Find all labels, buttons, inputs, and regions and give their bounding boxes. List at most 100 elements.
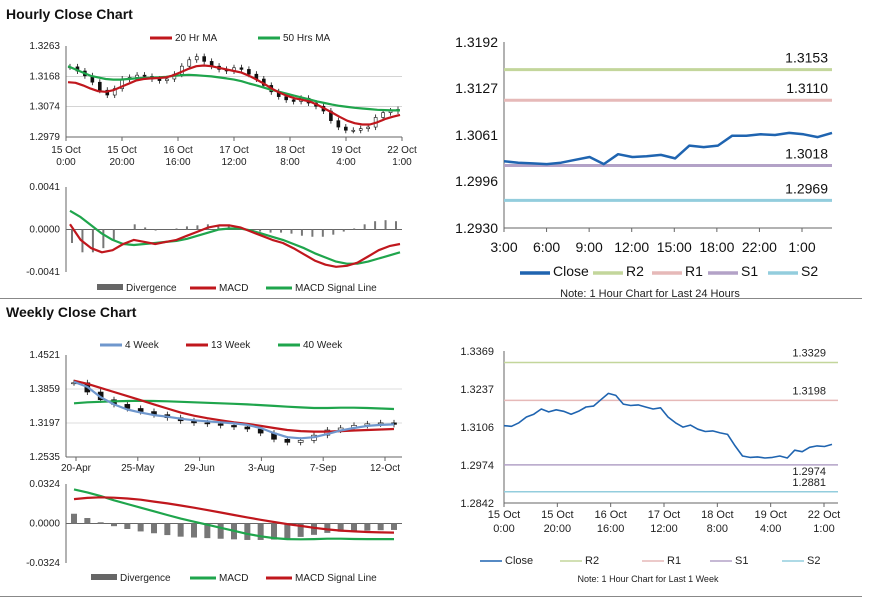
hourly-pivot-legend-s1-label: S1 bbox=[741, 263, 758, 279]
weekly-pivot-ytick: 1.2974 bbox=[460, 460, 494, 472]
weekly-price-xtick: 25-May bbox=[121, 463, 154, 474]
hourly-price-xtick-date: 15 Oct bbox=[107, 145, 137, 156]
hourly-macd-ytick: 0.0041 bbox=[29, 182, 60, 193]
hourly-pivot-legend-s2-label: S2 bbox=[801, 263, 818, 279]
hourly-price-candle-body bbox=[284, 96, 288, 101]
hourly-pivot-legend-r1-label: R1 bbox=[685, 263, 703, 279]
hourly-pivot-xtick: 15:00 bbox=[657, 239, 692, 255]
weekly-divergence-bar bbox=[351, 523, 357, 532]
weekly-divergence-bar bbox=[124, 523, 131, 529]
hourly-price-ytick: 1.3168 bbox=[29, 71, 60, 82]
weekly-pivot-xtick-date: 22 Oct bbox=[808, 509, 840, 521]
hourly-price-xtick-time: 1:00 bbox=[392, 157, 412, 168]
weekly-divergence-bar bbox=[391, 523, 397, 530]
weekly-macd-signal-line bbox=[73, 496, 395, 534]
hourly-price-xtick-time: 8:00 bbox=[280, 157, 300, 168]
hourly-price-xtick-date: 17 Oct bbox=[219, 145, 249, 156]
weekly-title: Weekly Close Chart bbox=[6, 304, 137, 320]
hourly-pivot-xtick: 18:00 bbox=[699, 239, 734, 255]
hourly-pivot-level-label-s2: 1.2969 bbox=[785, 180, 828, 196]
hourly-price-xtick-time: 20:00 bbox=[109, 157, 134, 168]
hourly-pivot-close-line bbox=[503, 131, 833, 166]
weekly-divergence-bar bbox=[97, 522, 104, 524]
hourly-pivot-level-label-r1: 1.3110 bbox=[786, 80, 828, 96]
hourly-pivot-level-label-r2: 1.3153 bbox=[785, 50, 828, 66]
weekly-divergence-bar bbox=[84, 518, 91, 524]
weekly-divergence-bar bbox=[177, 523, 184, 537]
hourly-price-xtick-date: 18 Oct bbox=[275, 145, 305, 156]
weekly-price-candle-body bbox=[297, 440, 304, 443]
weekly-pivot-legend-r1-label: R1 bbox=[667, 555, 681, 567]
weekly-legend-signal-label: MACD Signal Line bbox=[295, 573, 377, 584]
weekly-legend-divergence-swatch bbox=[91, 574, 117, 580]
hourly-price-xtick-time: 0:00 bbox=[56, 157, 76, 168]
hourly-macd-ytick: 0.0000 bbox=[29, 225, 60, 236]
weekly-pivot-xtick-time: 16:00 bbox=[597, 523, 625, 535]
hourly-legend-ma20-label: 20 Hr MA bbox=[175, 33, 218, 44]
hourly-legend-divergence-swatch bbox=[97, 284, 123, 290]
hourly-price-candle-body bbox=[239, 67, 244, 70]
hourly-price-xtick-date: 19 Oct bbox=[331, 145, 361, 156]
hourly-price-candle-body bbox=[366, 126, 370, 129]
hourly-price-xtick-time: 12:00 bbox=[221, 157, 246, 168]
weekly-legend-macd-label: MACD bbox=[219, 573, 248, 584]
weekly-pivot-level-label-r2: 1.3329 bbox=[792, 348, 826, 360]
weekly-pivot-xtick-date: 18 Oct bbox=[701, 509, 733, 521]
weekly-pivot-note: Note: 1 Hour Chart for Last 1 Week bbox=[578, 574, 719, 584]
hourly-title: Hourly Close Chart bbox=[6, 6, 133, 22]
hourly-pivot-ytick: 1.3127 bbox=[455, 80, 498, 96]
hourly-macd-line bbox=[69, 223, 401, 268]
weekly-divergence-bar bbox=[364, 523, 371, 531]
weekly-4wk-line bbox=[73, 380, 395, 440]
weekly-pivot-close-line bbox=[503, 392, 833, 459]
hourly-pivot-xtick: 12:00 bbox=[614, 239, 649, 255]
hourly-pivot-legend-close-label: Close bbox=[553, 263, 589, 279]
weekly-pivot-legend-close-label: Close bbox=[505, 555, 533, 567]
hourly-pivot-note: Note: 1 Hour Chart for Last 24 Hours bbox=[560, 288, 740, 300]
weekly-divergence-bar bbox=[137, 523, 144, 532]
weekly-macd-ytick: -0.0324 bbox=[26, 558, 60, 569]
weekly-price-candle-body bbox=[377, 422, 384, 425]
weekly-price-xtick: 7-Sep bbox=[310, 463, 337, 474]
weekly-price-candle-body bbox=[284, 438, 291, 443]
hourly-ma50-line bbox=[67, 65, 400, 112]
weekly-divergence-bar bbox=[204, 523, 211, 539]
hourly-pivot-level-label-s1: 1.3018 bbox=[785, 146, 828, 162]
hourly-price-candle-body bbox=[351, 129, 356, 132]
weekly-divergence-bar bbox=[297, 523, 304, 537]
weekly-price-xtick: 20-Apr bbox=[61, 463, 92, 474]
weekly-legend-4wk-label: 4 Week bbox=[125, 340, 160, 351]
weekly-divergence-bar bbox=[271, 523, 277, 540]
hourly-price-xtick-time: 4:00 bbox=[336, 157, 356, 168]
hourly-legend-signal-label: MACD Signal Line bbox=[295, 283, 377, 294]
hourly-price-candle-body bbox=[194, 56, 199, 61]
hourly-price-xtick-date: 15 Oct bbox=[51, 145, 81, 156]
weekly-divergence-bar bbox=[217, 523, 224, 539]
weekly-divergence-bar bbox=[191, 523, 197, 538]
hourly-pivot-xtick: 1:00 bbox=[788, 239, 815, 255]
hourly-pivot-xtick: 9:00 bbox=[576, 239, 603, 255]
weekly-price-candle-body bbox=[244, 426, 251, 430]
hourly-price-candle-body bbox=[336, 120, 341, 128]
hourly-macd-ytick: -0.0041 bbox=[26, 267, 60, 278]
weekly-pivot-xtick-time: 12:00 bbox=[650, 523, 678, 535]
weekly-legend-40wk-label: 40 Week bbox=[303, 340, 343, 351]
weekly-pivot-xtick-date: 15 Oct bbox=[541, 509, 573, 521]
weekly-price-ytick: 1.3859 bbox=[29, 384, 60, 395]
hourly-pivot-xtick: 22:00 bbox=[742, 239, 777, 255]
hourly-pivot-ytick: 1.2996 bbox=[455, 173, 498, 189]
weekly-divergence-bar bbox=[244, 523, 251, 540]
weekly-divergence-bar bbox=[111, 523, 117, 527]
hourly-price-candle-body bbox=[358, 128, 363, 131]
hourly-price-candle-body bbox=[135, 74, 139, 78]
hourly-price-ytick: 1.3263 bbox=[29, 41, 60, 52]
weekly-divergence-bar bbox=[337, 523, 344, 532]
weekly-macd-ytick: 0.0324 bbox=[29, 479, 60, 490]
hourly-pivot-ytick: 1.2930 bbox=[455, 220, 498, 236]
weekly-pivot-level-label-r1: 1.3198 bbox=[792, 385, 826, 397]
weekly-pivot-ytick: 1.3369 bbox=[460, 346, 494, 358]
hourly-macd-signal-line bbox=[69, 209, 401, 265]
weekly-divergence-bar bbox=[377, 523, 384, 531]
hourly-legend-divergence-label: Divergence bbox=[126, 283, 177, 294]
weekly-pivot-xtick-date: 17 Oct bbox=[648, 509, 680, 521]
